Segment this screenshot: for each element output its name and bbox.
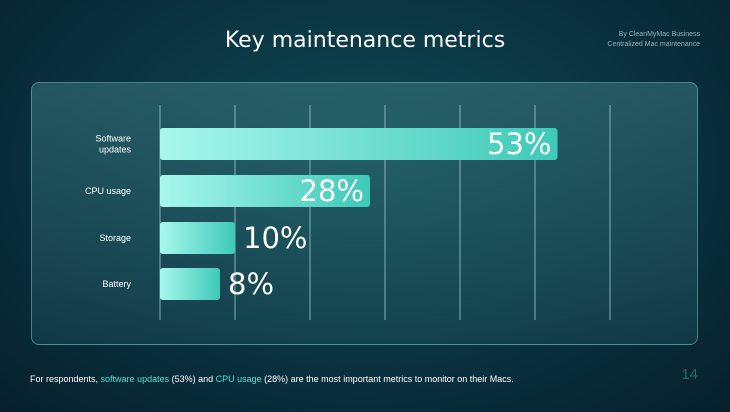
category-label-3: Battery <box>102 279 131 289</box>
brand-line-1: By CleanMyMac Business <box>618 31 700 38</box>
footnote: For respondents, software updates (53%) … <box>30 374 514 384</box>
footnote-suffix: (28%) are the most important metrics to … <box>261 374 514 384</box>
bar-0 <box>160 128 558 160</box>
bar-3 <box>160 268 220 300</box>
category-label-0: Software updates <box>95 134 131 155</box>
bar-1 <box>160 175 370 207</box>
footnote-prefix: For respondents, <box>30 374 101 384</box>
brand-caption: By CleanMyMac Business Centralized Mac m… <box>607 30 700 50</box>
page-number: 14 <box>681 366 698 383</box>
value-label-3: 8% <box>228 267 274 301</box>
category-label-1: CPU usage <box>85 186 131 196</box>
value-label-2: 10% <box>243 221 307 255</box>
value-label-1: 28% <box>300 174 364 208</box>
category-label-2: Storage <box>99 233 131 243</box>
value-label-0: 53% <box>487 127 551 161</box>
footnote-mid: (53%) and <box>169 374 216 384</box>
footnote-highlight-software-updates: software updates <box>100 374 170 384</box>
brand-line-2: Centralized Mac maintenance <box>607 41 700 48</box>
bar-2 <box>160 222 235 254</box>
chart-panel <box>31 82 698 345</box>
footnote-highlight-cpu-usage: CPU usage <box>215 374 262 384</box>
page-title: Key maintenance metrics <box>224 28 506 53</box>
